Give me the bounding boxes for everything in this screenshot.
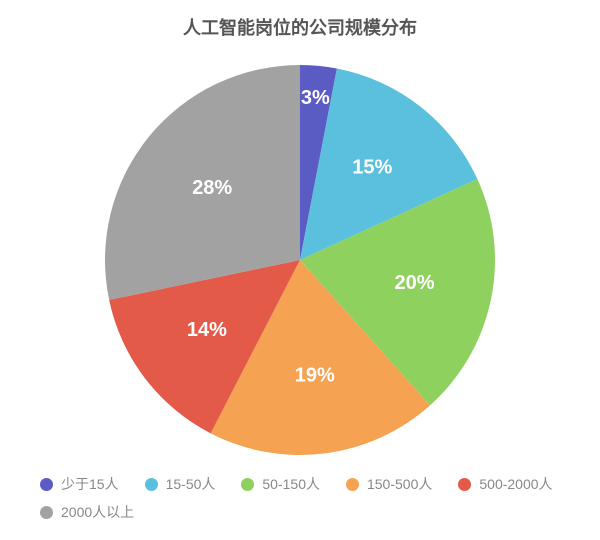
legend: 少于15人 15-50人 50-150人 150-500人 500-2000人 2000人… <box>40 474 560 522</box>
pie-slice-label: 3% <box>301 87 330 109</box>
legend-swatch <box>40 478 53 491</box>
legend-item: 150-500人 <box>346 474 432 494</box>
pie-slice-label: 15% <box>352 156 392 178</box>
legend-label: 少于15人 <box>61 474 119 494</box>
legend-swatch <box>458 478 471 491</box>
legend-swatch <box>40 506 53 519</box>
pie-holder: 3% 15% 20% 19% 14% 28% <box>105 65 495 460</box>
legend-label: 500-2000人 <box>479 474 552 494</box>
legend-item: 50-150人 <box>241 474 320 494</box>
legend-item: 15-50人 <box>145 474 216 494</box>
legend-item: 2000人以上 <box>40 502 134 522</box>
pie-slice-label: 14% <box>187 319 227 341</box>
legend-swatch <box>145 478 158 491</box>
pie-slice-label: 20% <box>395 272 435 294</box>
pie-svg: 3% 15% 20% 19% 14% 28% <box>105 65 495 455</box>
chart-container: 人工智能岗位的公司规模分布 3% 15% 20% 19% 14% 28% 少于15人 15-… <box>0 0 600 540</box>
legend-swatch <box>241 478 254 491</box>
legend-item: 少于15人 <box>40 474 119 494</box>
pie-slice-label: 19% <box>295 364 335 386</box>
pie-slice-label: 28% <box>192 177 232 199</box>
legend-label: 50-150人 <box>262 474 320 494</box>
chart-title: 人工智能岗位的公司规模分布 <box>0 14 600 40</box>
legend-item: 500-2000人 <box>458 474 552 494</box>
legend-label: 15-50人 <box>166 474 216 494</box>
legend-label: 150-500人 <box>367 474 432 494</box>
legend-label: 2000人以上 <box>61 502 134 522</box>
legend-swatch <box>346 478 359 491</box>
